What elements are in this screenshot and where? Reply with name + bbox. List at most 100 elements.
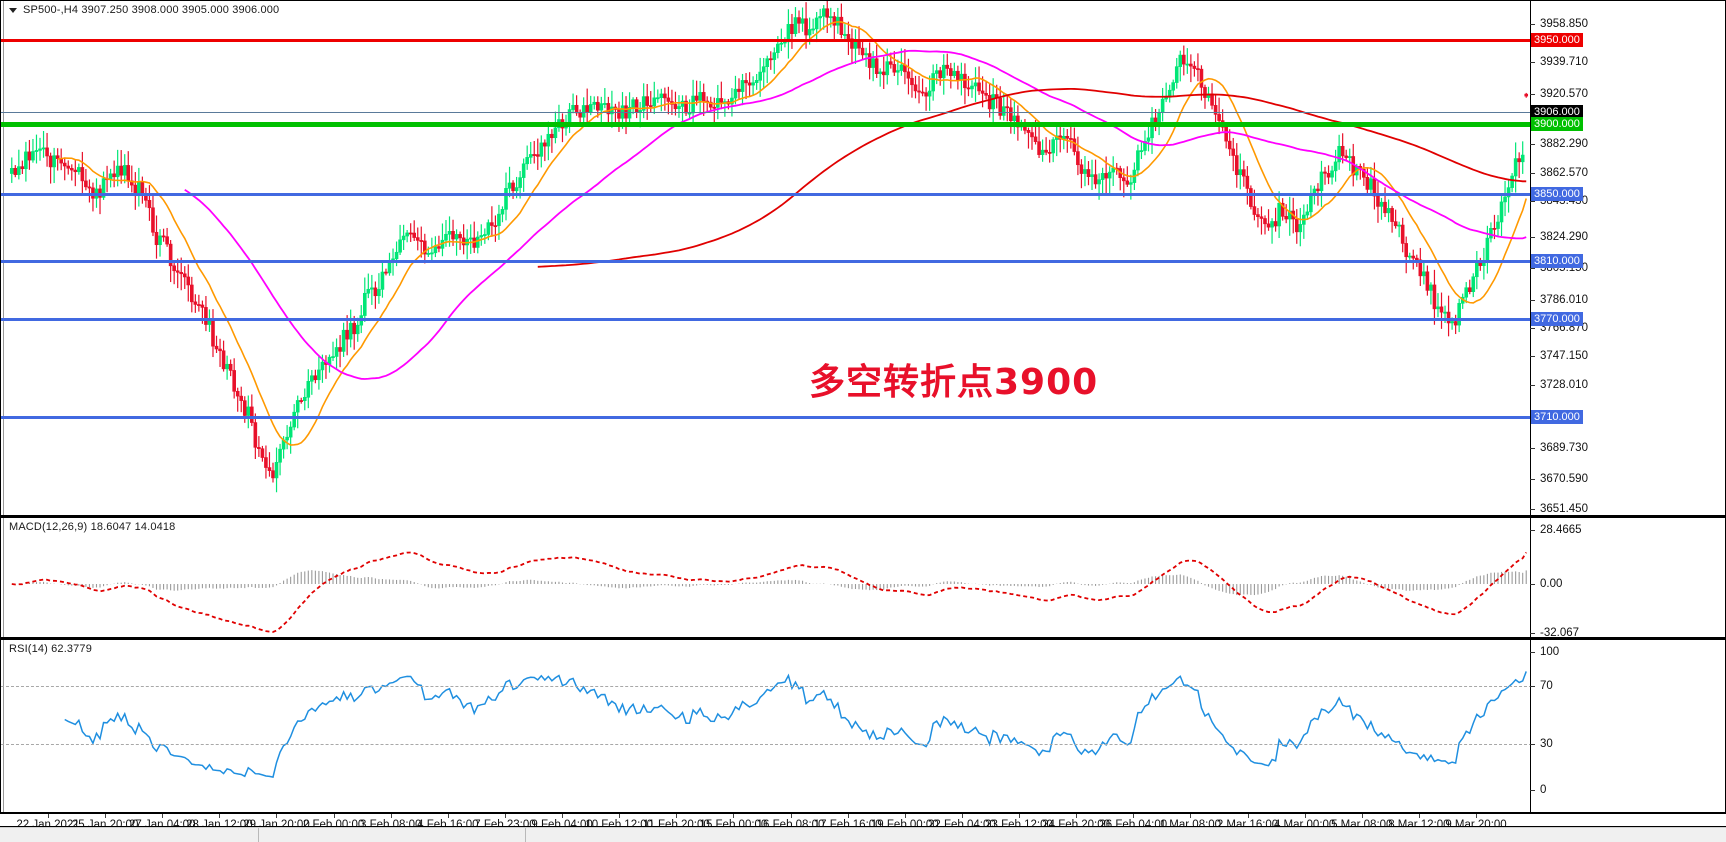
date-axis-tick [48,814,49,818]
support-3770-line[interactable] [1,317,1532,321]
macd-tick [1530,633,1535,634]
price-tick-label: 3882.290 [1540,138,1588,150]
price-scale[interactable]: 3958.850 3939.710 3920.570 3882.290 3862.570… [1530,1,1725,515]
price-tick [1530,201,1535,202]
price-level-tag[interactable]: 3770.000 [1531,312,1583,326]
macd-tick-label: -32.067 [1540,627,1580,639]
price-level-tag[interactable]: 3900.000 [1531,117,1583,131]
date-axis-tick [1361,814,1363,818]
price-tick [1530,509,1535,510]
price-tick [1530,144,1535,145]
date-axis-tick [790,814,792,818]
price-tick [1530,385,1535,386]
price-tick [1530,356,1535,357]
macd-tick [1530,584,1535,585]
price-tick-label: 3786.010 [1540,294,1588,306]
date-axis-tick [1019,814,1021,818]
price-level-tag[interactable]: 3906.000 [1531,105,1583,119]
price-tick-label: 3862.570 [1540,167,1588,179]
price-level-tag[interactable]: 3810.000 [1531,254,1583,268]
rsi-tick-label: 100 [1540,646,1560,658]
pivot-3900-line[interactable] [1,121,1532,127]
date-axis-tick [904,814,906,818]
symbol-ohlc-label: SP500-,H4 3907.250 3908.000 3905.000 390… [23,4,280,16]
date-axis-tick [105,814,107,818]
macd-plot-area[interactable] [4,518,1532,637]
rsi-series [64,671,1527,778]
date-axis-tick [847,814,849,818]
price-tick-label: 3728.010 [1540,379,1588,391]
status-segment [0,828,259,842]
price-tick [1530,300,1535,301]
rsi-scale[interactable]: 100 70 30 0 [1530,640,1725,812]
rsi-label: RSI(14) 62.3779 [9,643,92,655]
support-3710-line[interactable] [1,415,1532,419]
resistance-3950-line[interactable] [1,38,1532,42]
date-axis-tick [1418,814,1420,818]
price-level-tag[interactable]: 3850.000 [1531,187,1583,201]
date-axis-tick [676,814,678,818]
price-tick [1530,448,1535,449]
bid-3906-line[interactable] [1,111,1532,113]
date-axis-tick [1304,814,1306,818]
date-axis-tick [1247,814,1249,818]
price-tick [1530,268,1535,269]
macd-label: MACD(12,26,9) 18.6047 14.0418 [9,521,176,533]
support-3810-line[interactable] [1,259,1532,263]
price-tick [1530,173,1535,174]
price-level-tag[interactable]: 3710.000 [1531,410,1583,424]
rsi-tick [1530,652,1535,653]
rsi-tick-label: 30 [1540,738,1553,750]
price-tick-label: 3920.570 [1540,88,1588,100]
date-axis-tick [733,814,735,818]
price-tick [1530,62,1535,63]
scale-rule [1530,518,1531,637]
price-tick [1530,328,1535,329]
rsi-tick [1530,790,1535,791]
rsi-tick-label: 70 [1540,680,1553,692]
support-3850-line[interactable] [1,192,1532,196]
date-axis-tick [162,814,164,818]
date-axis-tick [619,814,621,818]
axis-rule [0,826,1726,827]
date-axis-tick [1133,814,1135,818]
date-axis-tick [504,814,506,818]
price-tick-label: 3958.850 [1540,18,1588,30]
price-tick [1530,94,1535,95]
price-tick [1530,237,1535,238]
date-axis-tick [276,814,278,818]
rsi-tick-label: 0 [1540,784,1547,796]
scale-rule [1530,640,1531,812]
price-tick-label: 3689.730 [1540,442,1588,454]
chart-annotation-text: 多空转折点3900 [809,362,1099,403]
scale-rule [1530,1,1531,515]
rsi-band-line [1,686,1532,687]
panel-left-edge [3,518,4,637]
date-axis-tick [219,814,221,818]
price-tick-label: 3651.450 [1540,503,1588,515]
price-tick-label: 3939.710 [1540,56,1588,68]
rsi-panel[interactable]: RSI(14) 62.3779 100 70 30 0 [0,639,1726,813]
date-axis-tick [447,814,449,818]
status-segment [259,828,526,842]
price-tick [1530,479,1535,480]
price-tick-label: 3670.590 [1540,473,1588,485]
price-panel[interactable]: SP500-,H4 3907.250 3908.000 3905.000 390… [0,0,1726,517]
date-axis-tick [333,814,335,818]
date-axis-tick [961,814,963,818]
rsi-tick [1530,686,1535,687]
macd-tick-label: 28.4665 [1540,524,1582,536]
panel-left-edge [3,1,4,515]
rsi-tick [1530,744,1535,745]
rsi-plot-area[interactable] [4,640,1532,812]
price-tick-label: 3824.290 [1540,231,1588,243]
date-axis-tick [562,814,564,818]
collapse-triangle-icon[interactable] [9,8,17,13]
macd-scale[interactable]: 28.4665 0.00 -32.067 [1530,518,1725,639]
price-level-tag[interactable]: 3950.000 [1531,33,1583,47]
macd-panel[interactable]: MACD(12,26,9) 18.6047 14.0418 28.4665 0.0… [0,517,1726,639]
price-tick-label: 3747.150 [1540,350,1588,362]
status-bar [0,827,1726,842]
date-axis-tick [1076,814,1078,818]
price-plot-area[interactable] [4,1,1532,515]
